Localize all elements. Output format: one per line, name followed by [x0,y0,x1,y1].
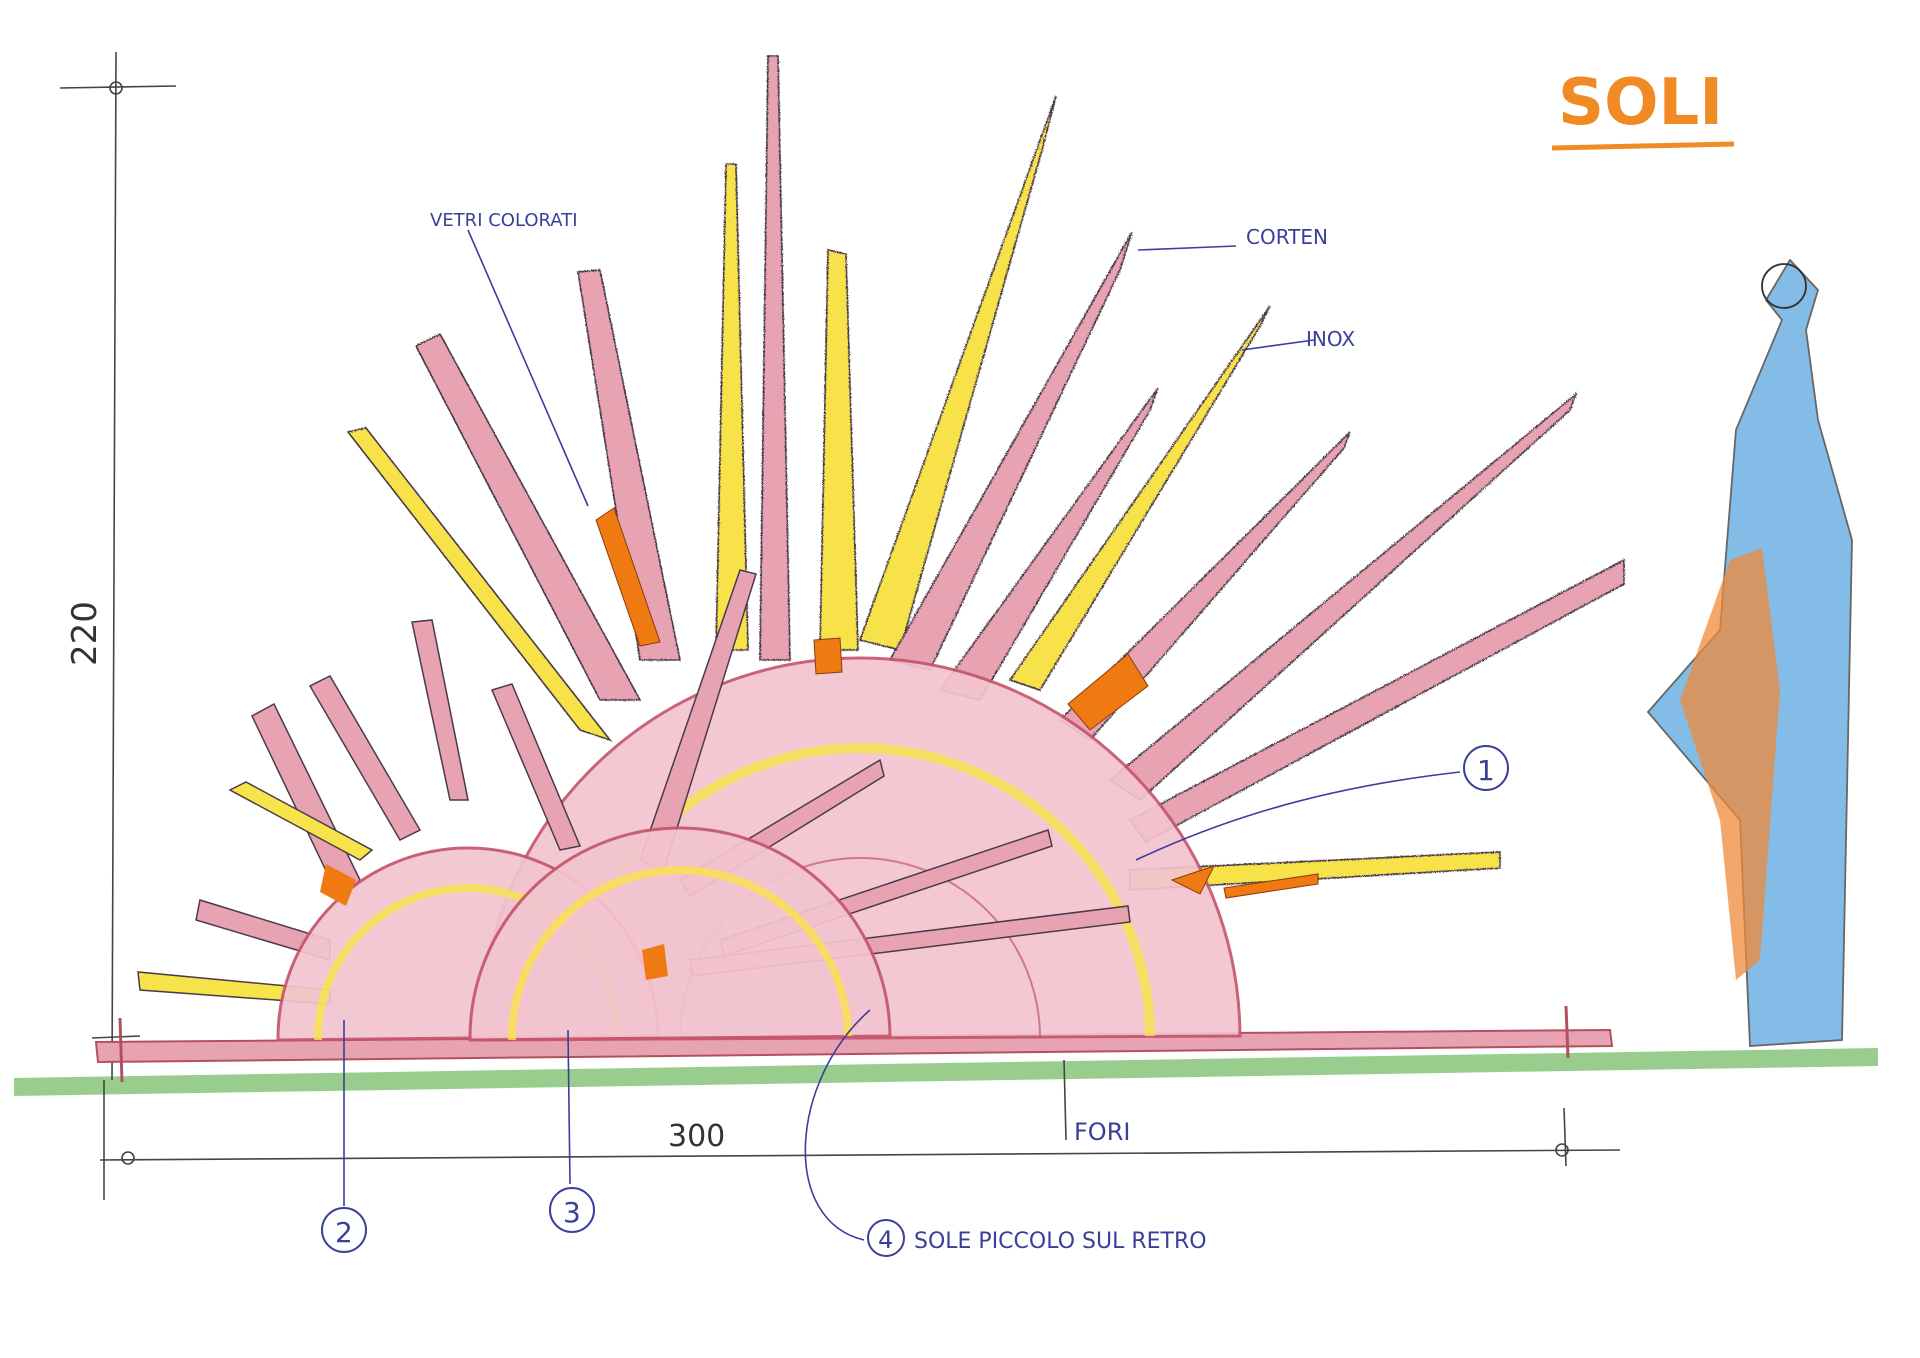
vetri-colorati-label: VETRI COLORATI [430,210,578,231]
width-dimension [99,1059,1621,1200]
callout-3 [549,1187,595,1233]
title-underline [1551,141,1735,151]
big-sun-rays [346,55,1625,891]
small-sun-disc [468,826,892,1042]
callout-4 [867,1219,905,1257]
sole-piccolo-label: SOLE PICCOLO SUL RETRO [914,1229,1207,1254]
callout-3-label: 3 [563,1196,581,1229]
human-figure-scale [1646,258,1853,1047]
leader-lines [343,229,1461,1241]
fori-label: FORI [1074,1118,1130,1146]
medium-sun-rays [137,619,469,1005]
page-title: SOLI [1558,66,1723,140]
ground-strip [14,1048,1878,1096]
callout-4-label: 4 [878,1226,893,1254]
inox-label: INOX [1306,327,1355,351]
callout-circles [321,745,1509,1257]
callout-2 [321,1207,367,1253]
callout-1-label: 1 [1477,754,1495,787]
coloured-glass-pieces [595,507,1319,899]
callout-1 [1463,745,1509,791]
height-dimension [59,51,177,1081]
corten-label: CORTEN [1246,225,1328,249]
callout-2-label: 2 [335,1216,353,1249]
height-label: 220 [65,601,105,666]
width-label: 300 [668,1119,725,1154]
